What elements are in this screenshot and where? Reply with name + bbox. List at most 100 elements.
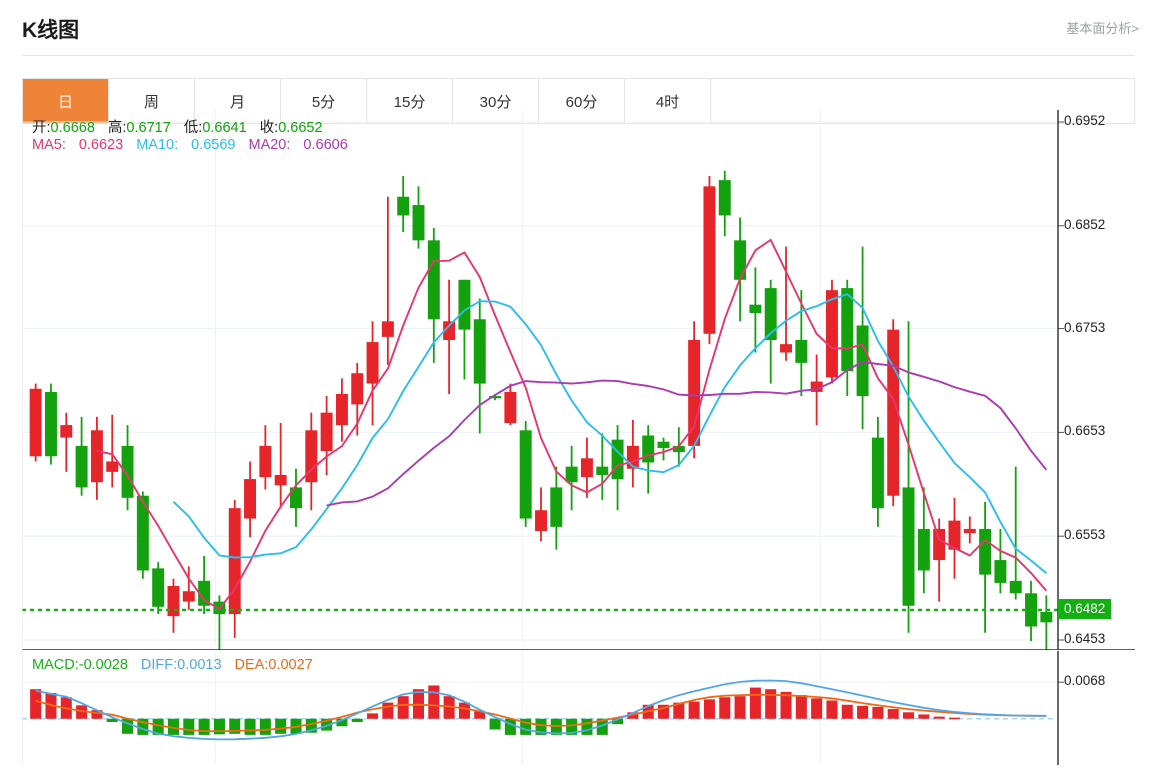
macd-tick-label-0: 0.0068: [1064, 673, 1106, 689]
candle-10[interactable]: [182, 566, 195, 610]
candle-37[interactable]: [596, 433, 609, 500]
candle-24[interactable]: [397, 175, 410, 233]
candle-3[interactable]: [75, 416, 88, 496]
candle-body: [274, 474, 287, 486]
candle-58[interactable]: [917, 487, 930, 594]
candle-41[interactable]: [657, 437, 670, 461]
candle-body: [672, 445, 685, 453]
candle-59[interactable]: [933, 518, 946, 602]
candle-2[interactable]: [60, 412, 73, 472]
candle-64[interactable]: [1009, 466, 1022, 600]
candle-body: [933, 528, 946, 561]
candle-0[interactable]: [29, 383, 42, 462]
macd-bar-21: [351, 718, 363, 722]
macd-bar-7: [137, 718, 149, 735]
candle-5[interactable]: [106, 414, 119, 488]
price-chart-svg[interactable]: [22, 110, 1135, 650]
candle-53[interactable]: [841, 279, 854, 397]
candle-35[interactable]: [565, 445, 578, 511]
macd-bar-15: [259, 718, 271, 735]
candle-9[interactable]: [167, 578, 180, 633]
candle-56[interactable]: [887, 319, 900, 507]
candle-45[interactable]: [718, 170, 731, 237]
candle-body: [871, 437, 884, 509]
candle-26[interactable]: [427, 227, 440, 363]
macd-bar-13: [229, 718, 241, 734]
candle-23[interactable]: [381, 196, 394, 365]
candle-32[interactable]: [519, 420, 532, 527]
macd-chart-panel[interactable]: MACD:-0.0028 DIFF:0.0013 DEA:0.0027: [22, 651, 1135, 765]
tab-1[interactable]: 周: [109, 79, 195, 123]
candle-49[interactable]: [780, 246, 792, 361]
candle-54[interactable]: [856, 246, 869, 430]
candle-11[interactable]: [198, 555, 211, 615]
candle-body: [473, 319, 486, 384]
candle-7[interactable]: [136, 491, 149, 579]
tab-4[interactable]: 15分: [367, 79, 453, 123]
macd-chart-svg[interactable]: [22, 651, 1135, 765]
tab-6[interactable]: 60分: [539, 79, 625, 123]
candle-4[interactable]: [90, 416, 103, 500]
candle-36[interactable]: [580, 437, 593, 498]
candle-body: [979, 528, 992, 575]
tab-5[interactable]: 30分: [453, 79, 539, 123]
candle-31[interactable]: [504, 383, 517, 426]
candle-52[interactable]: [825, 279, 838, 384]
tab-3[interactable]: 5分: [281, 79, 367, 123]
candle-body: [611, 439, 624, 480]
candle-body: [397, 196, 410, 216]
tab-0[interactable]: 日: [23, 79, 109, 123]
candle-body: [535, 510, 547, 532]
candle-55[interactable]: [871, 416, 884, 527]
candle-33[interactable]: [535, 487, 547, 542]
candle-body: [228, 508, 241, 615]
candle-63[interactable]: [994, 528, 1007, 594]
candle-body: [565, 466, 578, 483]
candle-18[interactable]: [305, 412, 318, 511]
candle-13[interactable]: [228, 499, 241, 638]
price-chart-panel[interactable]: 开:0.6668 高:0.6717 低:0.6641 收:0.6652 MA5: 0.6…: [22, 110, 1135, 650]
candle-body: [60, 425, 73, 438]
candle-48[interactable]: [764, 279, 777, 384]
candle-57[interactable]: [902, 321, 915, 633]
tab-label: 周: [143, 93, 159, 111]
candle-43[interactable]: [688, 321, 701, 459]
candle-60[interactable]: [948, 497, 961, 579]
candle-6[interactable]: [121, 425, 134, 511]
candle-14[interactable]: [244, 461, 257, 538]
candle-50[interactable]: [795, 290, 808, 397]
candle-47[interactable]: [749, 267, 762, 353]
candle-44[interactable]: [703, 175, 716, 345]
candle-body: [366, 342, 379, 384]
candle-22[interactable]: [366, 321, 379, 426]
candle-62[interactable]: [979, 501, 992, 633]
candle-40[interactable]: [642, 425, 655, 494]
candle-46[interactable]: [734, 217, 747, 322]
candle-1[interactable]: [44, 383, 57, 465]
macd-bar-42: [673, 702, 685, 719]
candle-8[interactable]: [152, 562, 165, 615]
candle-28[interactable]: [458, 279, 471, 380]
candle-29[interactable]: [473, 298, 486, 434]
candle-16[interactable]: [274, 423, 287, 509]
fundamental-analysis-link[interactable]: 基本面分析>: [1066, 21, 1139, 36]
candle-body: [75, 445, 88, 488]
tab-2[interactable]: 月: [195, 79, 281, 123]
candle-17[interactable]: [290, 468, 302, 527]
candle-body: [167, 586, 180, 617]
candle-39[interactable]: [626, 419, 639, 488]
candle-61[interactable]: [963, 516, 976, 544]
candle-body: [504, 391, 517, 424]
candle-34[interactable]: [550, 466, 563, 550]
candle-19[interactable]: [320, 396, 333, 475]
candle-38[interactable]: [611, 425, 624, 511]
candle-27[interactable]: [443, 279, 456, 394]
tab-7[interactable]: 4时: [625, 79, 711, 123]
candle-20[interactable]: [335, 378, 348, 442]
candle-body: [749, 304, 762, 314]
candle-body: [305, 430, 318, 483]
candle-25[interactable]: [412, 186, 425, 249]
candle-15[interactable]: [259, 425, 272, 490]
candle-66[interactable]: [1040, 595, 1053, 650]
